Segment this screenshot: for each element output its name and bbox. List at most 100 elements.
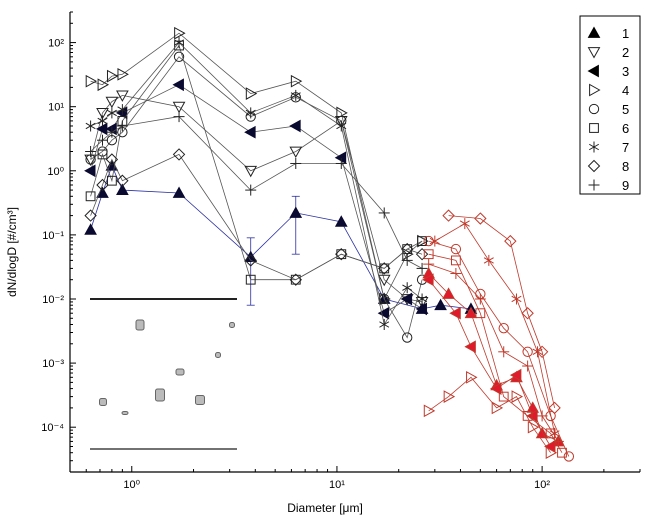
series-1-point xyxy=(434,298,447,311)
series-4-point xyxy=(117,67,129,81)
series-9-point xyxy=(378,207,390,219)
series-2-point xyxy=(116,90,129,102)
red-series-point xyxy=(459,218,470,230)
series-7-point xyxy=(379,318,390,330)
legend-item-6: 6 xyxy=(589,121,629,136)
red-series-2 xyxy=(422,273,556,453)
series-8-point xyxy=(116,174,129,187)
series-6-point xyxy=(336,249,347,260)
series-2-point xyxy=(172,101,186,114)
series-7-point xyxy=(85,120,96,132)
red-series-point xyxy=(563,451,575,462)
red-series-line xyxy=(428,253,563,453)
series-2-point xyxy=(377,274,391,287)
series-8-point xyxy=(335,247,348,261)
series-4-point xyxy=(97,78,110,92)
y-tick-label: 10⁻³ xyxy=(42,358,64,370)
legend-marker-7 xyxy=(588,141,600,153)
red-series-point xyxy=(522,411,533,421)
red-series-point xyxy=(511,293,522,305)
red-series-7 xyxy=(442,209,561,415)
plot-area xyxy=(84,26,575,462)
red-series-line xyxy=(428,279,551,447)
series-7-point xyxy=(117,104,128,116)
red-series-point xyxy=(522,346,533,357)
legend-marker-8 xyxy=(587,159,601,173)
series-4-point xyxy=(336,106,348,120)
x-tick-label: 10² xyxy=(534,479,550,491)
series-6-point xyxy=(402,244,413,255)
red-series-point xyxy=(442,287,455,299)
series-2-point xyxy=(96,107,109,120)
series-8-point xyxy=(400,242,414,256)
legend-item-9: 9 xyxy=(588,178,629,193)
series-8-point xyxy=(415,247,429,261)
red-series-point xyxy=(450,255,461,266)
legend: 1 2 3 4 5 6 7 8 9 xyxy=(579,15,641,195)
x-axis-ticks: 10⁰ 10¹ 10² xyxy=(69,466,641,491)
axes xyxy=(69,12,640,473)
series-1-point xyxy=(84,223,97,235)
x-tick-label: 10⁰ xyxy=(123,479,140,491)
y-tick-label: 10⁰ xyxy=(47,166,64,178)
red-series-point xyxy=(549,427,560,439)
legend-label-3: 3 xyxy=(622,64,629,79)
red-series-point xyxy=(545,446,558,460)
red-series-point xyxy=(521,307,534,320)
series-7 xyxy=(85,37,428,330)
red-series-point xyxy=(449,306,461,320)
series-1-point xyxy=(334,215,348,227)
legend-label-1: 1 xyxy=(622,26,629,41)
legend-item-4: 4 xyxy=(589,83,629,98)
red-series-point xyxy=(536,410,548,422)
inset-particle xyxy=(155,388,165,402)
series-2-line xyxy=(90,94,423,303)
series-9-line xyxy=(90,116,423,269)
series-9-point xyxy=(401,254,413,266)
inset-micrograph xyxy=(90,298,237,450)
series-3-point xyxy=(334,151,347,165)
series-9-point xyxy=(416,262,428,274)
red-series-point xyxy=(475,308,486,319)
series-4-point xyxy=(174,26,186,40)
series-9-point xyxy=(96,134,108,146)
series-3-point xyxy=(244,125,256,139)
series-9-point xyxy=(173,111,185,123)
series-4-line xyxy=(90,32,423,301)
red-series-point xyxy=(548,401,561,415)
red-series-point xyxy=(490,382,502,395)
series-3-point xyxy=(84,164,96,178)
legend-marker-5 xyxy=(588,103,600,115)
red-series-point xyxy=(504,234,517,248)
red-series-point xyxy=(498,323,509,334)
series-2-point xyxy=(244,165,258,178)
series-9-point xyxy=(335,157,347,169)
red-series-8 xyxy=(423,258,564,447)
red-series-point xyxy=(522,360,534,372)
series-1-point xyxy=(289,206,303,218)
red-series-5 xyxy=(423,249,567,458)
x-tick-label: 10¹ xyxy=(329,479,345,491)
red-series-point xyxy=(466,370,478,384)
series-7-point xyxy=(336,120,347,132)
series-4-point xyxy=(106,69,119,83)
legend-box xyxy=(579,15,641,195)
inset-particle xyxy=(99,398,107,406)
red-series-3 xyxy=(423,370,558,460)
series-4-point xyxy=(85,74,98,88)
red-series-point xyxy=(498,391,509,402)
red-series-point xyxy=(483,254,494,266)
series-3-point xyxy=(415,302,427,316)
legend-marker-9 xyxy=(588,179,600,191)
red-series-point xyxy=(509,368,522,382)
series-8-line xyxy=(90,153,423,281)
legend-label-4: 4 xyxy=(622,83,629,98)
series-9-point xyxy=(106,126,118,138)
red-series-point xyxy=(423,258,435,270)
red-series-point xyxy=(423,404,436,418)
red-series-point xyxy=(474,293,486,305)
series-7-point xyxy=(290,89,301,101)
legend-item-7: 7 xyxy=(588,140,629,155)
red-series-point xyxy=(429,235,440,247)
series-9 xyxy=(85,111,428,274)
